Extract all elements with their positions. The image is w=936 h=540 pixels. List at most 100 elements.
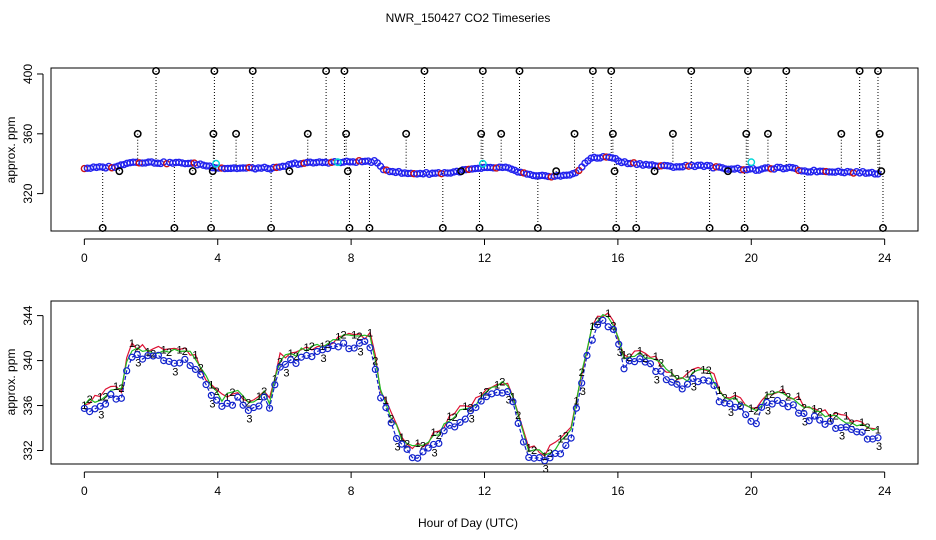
series-3-point [419,448,427,456]
series-3-point [609,325,618,334]
series-label-2: 2 [848,418,854,430]
outlier-point [475,224,484,232]
series-3-point [832,424,840,432]
series-label-1: 1 [399,432,405,444]
top-y-tick-label: 400 [21,64,35,84]
series-label-2: 2 [817,407,823,419]
bottom-y-tick-label: 332 [21,440,35,460]
series-label-3: 3 [432,447,438,459]
filtered-point [333,158,342,167]
filtered-point [212,159,220,168]
series-label-2: 2 [182,346,188,358]
outlier-point [570,129,579,138]
series-label-1: 1 [129,338,135,350]
series-3-point [466,407,475,415]
series-label-1: 1 [240,394,246,406]
series-3-point [387,419,395,427]
top-y-tick-label: 360 [21,123,35,143]
series-label-3: 3 [357,346,363,358]
series-3-point [123,367,131,375]
series-3-point [345,345,353,353]
series-label-2: 2 [293,351,299,363]
outlier-point [742,129,751,138]
bottom-y-tick-label: 344 [21,305,35,325]
outlier-point [632,224,641,232]
series-3-point [472,403,480,412]
series-3-point [837,424,845,432]
series-3-point [281,360,290,369]
series-label-2: 2 [150,348,156,360]
series-label-2: 2 [753,405,759,417]
outlier-point [342,129,351,138]
outlier-point [209,129,218,138]
series-label-1: 1 [81,400,87,412]
outlier-point [115,167,124,176]
series-label-2: 2 [341,330,347,342]
series-label-2: 2 [198,363,204,375]
series-3-point [689,374,697,383]
bottom-x-tick-label: 16 [611,484,625,498]
series-label-2: 2 [547,448,553,460]
series-3-point [556,450,565,458]
outlier-point [365,224,374,232]
series-label-1: 1 [796,391,802,403]
outlier-point [170,224,179,232]
series-label-1: 1 [367,328,373,340]
series-3-point [424,444,432,452]
outlier-point [608,129,617,138]
series-3-point [260,393,268,401]
series-3-point [456,418,464,427]
series-3-point [509,398,517,406]
bottom-x-tick-label: 20 [745,484,759,498]
series-3-point [593,321,602,329]
top-x-tick-label: 24 [878,251,892,265]
top-x-tick-label: 12 [478,251,492,265]
series-label-1: 1 [684,368,690,380]
series-label-2: 2 [690,367,696,379]
series-label-2: 2 [499,377,505,389]
series-label-3: 3 [617,347,623,359]
series-label-2: 2 [515,410,521,422]
outlier-point [232,129,241,138]
series-label-2: 2 [721,392,727,404]
series-3-point [657,367,665,375]
top-x-tick-label: 16 [611,251,625,265]
filtered-point [478,159,487,168]
series-3-point [149,352,157,360]
series-label-1: 1 [875,424,881,436]
series-3-point [636,355,644,363]
outlier-point [152,67,160,75]
series-label-2: 2 [372,355,378,367]
series-3-point [800,409,808,418]
series-label-2: 2 [87,394,93,406]
outlier-point [612,224,621,232]
top-x-tick-label: 0 [81,251,88,265]
series-3-point [519,438,528,446]
bottom-y-tick-label: 340 [21,350,35,370]
series-3-point [414,454,422,462]
series-label-2: 2 [563,431,569,443]
series-label-2: 2 [674,374,680,386]
outlier-point [782,67,791,75]
series-3-point [334,343,342,351]
series-label-3: 3 [98,409,104,421]
series-3-point [324,344,332,353]
outlier-point [208,167,217,176]
series-label-1: 1 [557,433,563,445]
series-3-point [514,419,522,427]
bottom-x-tick-label: 12 [478,484,492,498]
series-3-point [726,400,734,408]
series-label-1: 1 [177,345,183,357]
series-3-point [117,394,125,402]
outlier-point [533,224,542,232]
top-main-series [80,152,882,181]
bottom-x-tick-label: 4 [214,484,221,498]
series-3-point [720,399,729,407]
series-label-1: 1 [764,390,770,402]
series-3-point [535,454,543,462]
series-3-point [271,381,279,389]
series-3-point [181,355,189,363]
series-label-1: 1 [161,345,167,357]
